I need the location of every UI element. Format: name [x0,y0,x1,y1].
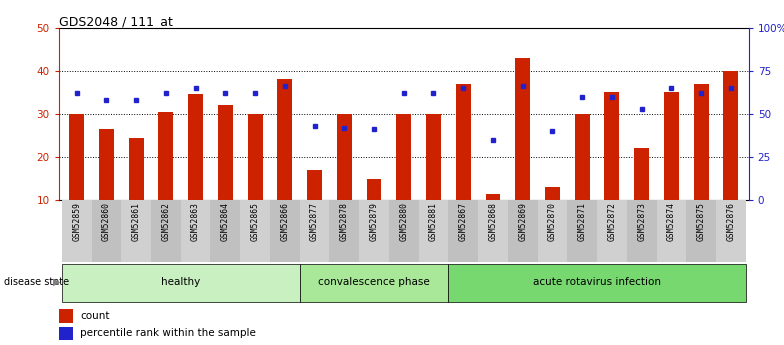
FancyBboxPatch shape [448,264,746,302]
Text: GSM52866: GSM52866 [281,202,289,241]
Text: GSM52862: GSM52862 [162,202,170,241]
Text: GSM52879: GSM52879 [369,202,379,241]
Bar [158,112,173,200]
Bar [538,200,568,262]
Bar [210,200,240,262]
Bar [686,200,716,262]
Bar [248,114,263,200]
Text: disease state: disease state [4,277,69,287]
Text: GSM52859: GSM52859 [72,202,81,241]
Bar [278,79,292,200]
Text: GSM52863: GSM52863 [191,202,200,241]
Text: GSM52860: GSM52860 [102,202,111,241]
Bar [545,187,560,200]
Bar [92,200,122,262]
Text: GSM52876: GSM52876 [727,202,735,241]
Text: GSM52870: GSM52870 [548,202,557,241]
Bar [604,92,619,200]
Text: GSM52861: GSM52861 [132,202,140,241]
Text: GSM52873: GSM52873 [637,202,646,241]
Bar [575,114,590,200]
Bar [724,71,739,200]
Bar [218,105,233,200]
Bar [59,327,73,340]
Bar [716,200,746,262]
Bar [626,200,656,262]
Bar [426,114,441,200]
Text: GSM52875: GSM52875 [697,202,706,241]
Text: percentile rank within the sample: percentile rank within the sample [80,328,256,338]
Bar [270,200,299,262]
Text: GSM52878: GSM52878 [339,202,349,241]
Bar [597,200,626,262]
Bar [456,84,470,200]
Bar [508,200,538,262]
Text: GDS2048 / 111_at: GDS2048 / 111_at [59,14,172,28]
FancyBboxPatch shape [62,264,299,302]
Bar [664,92,679,200]
Bar [367,179,382,200]
Text: GSM52871: GSM52871 [578,202,586,241]
Text: acute rotavirus infection: acute rotavirus infection [533,277,661,287]
Bar [656,200,686,262]
Text: convalescence phase: convalescence phase [318,277,430,287]
Text: GSM52880: GSM52880 [399,202,408,241]
Bar [359,200,389,262]
Text: GSM52874: GSM52874 [667,202,676,241]
FancyBboxPatch shape [299,264,448,302]
Text: GSM52867: GSM52867 [459,202,468,241]
Text: GSM52864: GSM52864 [221,202,230,241]
Bar [634,148,649,200]
Bar [62,200,92,262]
Bar [307,170,322,200]
Bar [419,200,448,262]
Bar [515,58,530,200]
Text: GSM52869: GSM52869 [518,202,527,241]
Bar [129,138,143,200]
Bar [181,200,210,262]
Text: GSM52868: GSM52868 [488,202,498,241]
Bar [568,200,597,262]
Text: GSM52877: GSM52877 [310,202,319,241]
Bar [69,114,84,200]
Text: GSM52872: GSM52872 [608,202,616,241]
Bar [240,200,270,262]
Text: ▶: ▶ [53,277,61,287]
Bar [448,200,478,262]
Text: GSM52865: GSM52865 [251,202,260,241]
Bar [485,194,500,200]
Text: count: count [80,311,110,321]
Bar [329,200,359,262]
Bar [397,114,411,200]
Text: GSM52881: GSM52881 [429,202,438,241]
Bar [694,84,709,200]
Bar [151,200,181,262]
Bar [59,309,73,323]
Bar [337,114,352,200]
Bar [478,200,508,262]
Bar [188,95,203,200]
Bar [122,200,151,262]
Text: healthy: healthy [161,277,201,287]
Bar [99,129,114,200]
Bar [389,200,419,262]
Bar [299,200,329,262]
